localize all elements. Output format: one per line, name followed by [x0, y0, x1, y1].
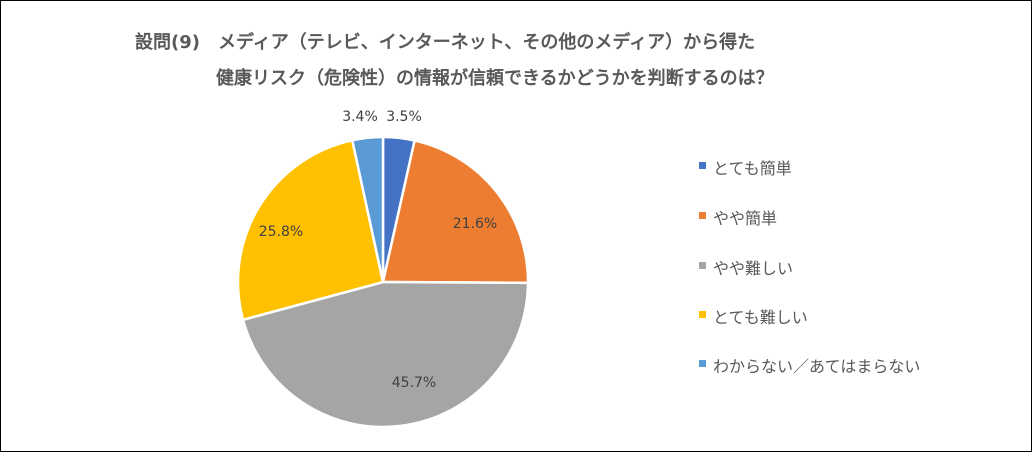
pie-slice-yaya-muzukashii — [241, 280, 530, 429]
legend-swatch-yaya-kantan — [699, 212, 706, 219]
data-label-wakaranai: 3.4% — [342, 109, 378, 125]
legend-swatch-wakaranai — [699, 360, 706, 367]
legend-label-wakaranai: わからない／あてはまらない — [713, 357, 921, 376]
legend-label-yaya-kantan: やや簡単 — [713, 209, 778, 228]
data-label-yaya-kantan: 21.6% — [453, 216, 497, 232]
pie-slice-yaya-kantan — [381, 139, 530, 285]
data-label-totemo-kantan: 3.5% — [386, 109, 422, 125]
legend-label-totemo-muzukashii: とても難しい — [713, 308, 808, 327]
legend-swatch-yaya-muzukashii — [699, 262, 706, 269]
data-label-yaya-muzukashii: 45.7% — [392, 375, 436, 391]
legend-swatch-totemo-kantan — [699, 162, 706, 169]
chart-title-line-1: 設問(9) メディア（テレビ、インターネット、その他のメディア）から得た — [135, 32, 756, 53]
legend-label-yaya-muzukashii: やや難しい — [713, 259, 794, 278]
legend-swatch-totemo-muzukashii — [699, 311, 706, 318]
legend-label-totemo-kantan: とても簡単 — [713, 159, 792, 178]
pie-slice-wakaranai — [351, 135, 385, 284]
chart-title-line-2: 健康リスク（危険性）の情報が信頼できるかどうかを判断するのは？ — [216, 68, 774, 89]
data-label-totemo-muzukashii: 25.8% — [259, 224, 303, 240]
pie-slice-totemo-muzukashii — [236, 139, 385, 322]
